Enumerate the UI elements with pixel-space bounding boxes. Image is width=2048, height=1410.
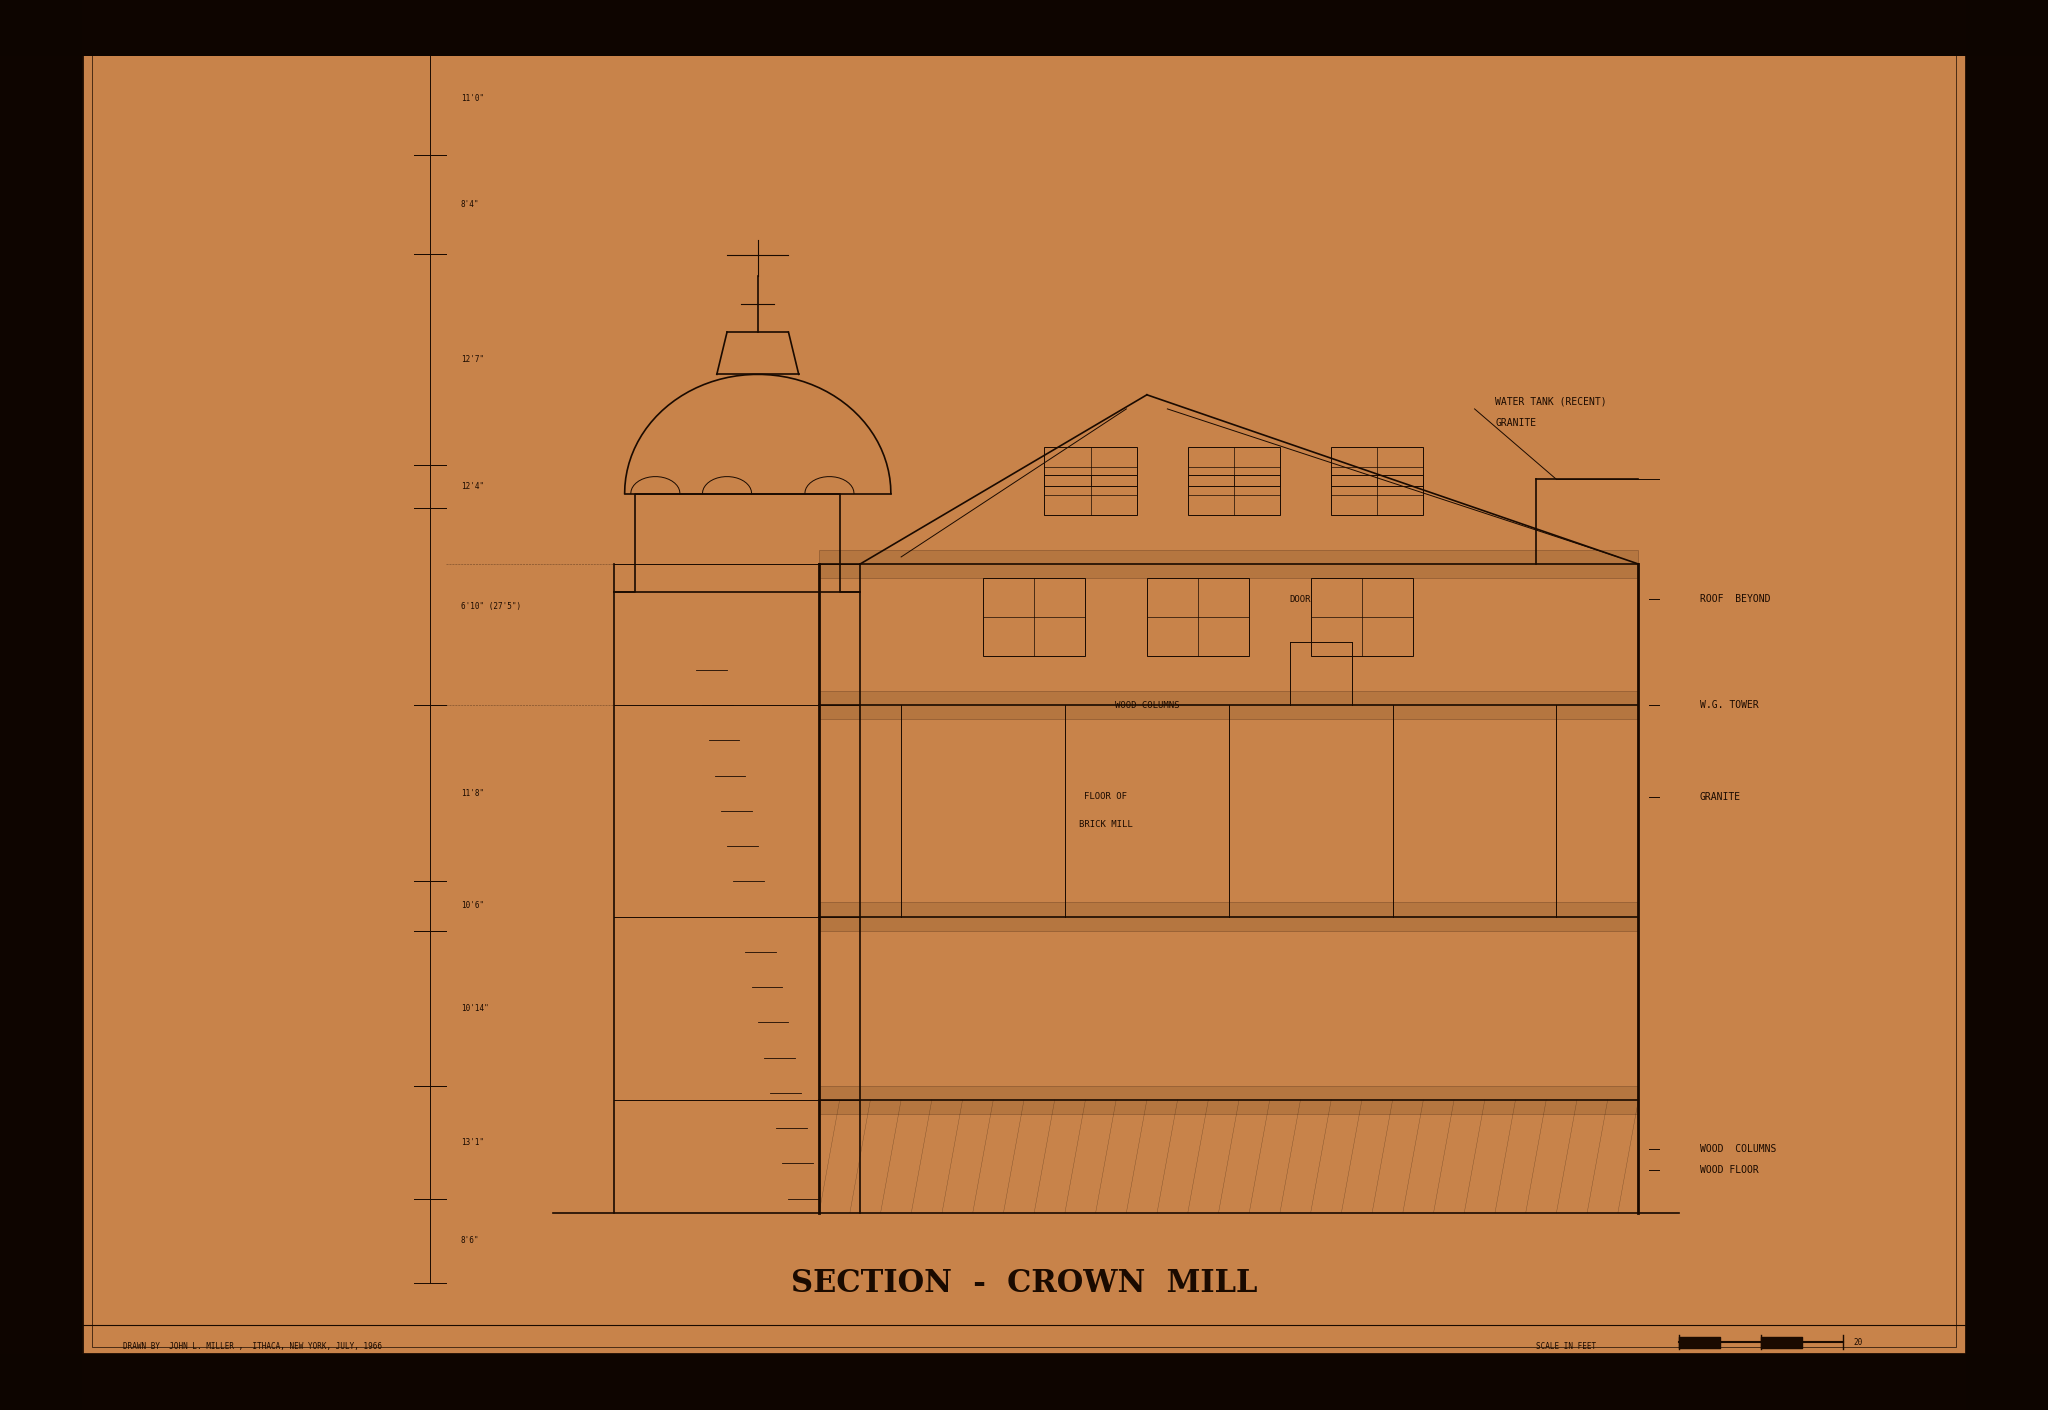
Bar [819, 1086, 1638, 1114]
Text: 11'0": 11'0" [461, 94, 483, 103]
Text: DOOR: DOOR [1290, 595, 1311, 603]
Text: 10'6": 10'6" [461, 901, 483, 911]
Bar [1188, 475, 1280, 515]
Bar [983, 578, 1085, 656]
Bar [1966, 0, 2048, 1410]
Text: ROOF  BEYOND: ROOF BEYOND [1700, 594, 1769, 605]
Bar [819, 550, 1638, 578]
Bar [1311, 578, 1413, 656]
Text: DRAWN BY  JOHN L. MILLER ,  ITHACA, NEW YORK, JULY, 1966: DRAWN BY JOHN L. MILLER , ITHACA, NEW YO… [123, 1342, 381, 1351]
Text: 8'4": 8'4" [461, 200, 479, 209]
Text: FLOOR OF: FLOOR OF [1085, 792, 1126, 801]
Bar [1044, 447, 1137, 486]
Text: SECTION  -  CROWN  MILL: SECTION - CROWN MILL [791, 1268, 1257, 1299]
Text: SCALE IN FEET: SCALE IN FEET [1536, 1342, 1595, 1351]
Text: HISTORIC AMERICAN: HISTORIC AMERICAN [1763, 1366, 1841, 1375]
Text: WOOD  COLUMNS: WOOD COLUMNS [1700, 1144, 1776, 1155]
Bar [819, 902, 1638, 931]
Bar [819, 691, 1638, 719]
Text: GRANITE: GRANITE [1495, 417, 1536, 429]
Text: 11'8": 11'8" [461, 788, 483, 798]
Text: 8'6": 8'6" [461, 1237, 479, 1245]
Text: 12'4": 12'4" [461, 482, 483, 491]
Bar [1331, 447, 1423, 486]
FancyBboxPatch shape [82, 56, 1966, 1354]
Bar [0, 1354, 2048, 1410]
Text: BRICK MILL: BRICK MILL [1079, 821, 1133, 829]
Text: 10'14": 10'14" [461, 1004, 489, 1012]
Text: GRANITE: GRANITE [1700, 791, 1741, 802]
Text: WOOD COLUMNS: WOOD COLUMNS [1114, 701, 1180, 709]
Text: 6'10" (27'5"): 6'10" (27'5") [461, 602, 520, 611]
Text: WATER TANK (RECENT): WATER TANK (RECENT) [1495, 396, 1608, 407]
Bar [1147, 578, 1249, 656]
Bar [1044, 475, 1137, 515]
Text: 13'1": 13'1" [461, 1138, 483, 1146]
Text: 20: 20 [1853, 1338, 1864, 1347]
Text: THE NEW ENGLAND TEXTILE MILL SURVEY !: THE NEW ENGLAND TEXTILE MILL SURVEY ! [123, 1366, 295, 1375]
Bar [1331, 475, 1423, 515]
Bar [0, 0, 82, 1410]
Bar [0, 0, 2048, 56]
Text: 12'7": 12'7" [461, 355, 483, 364]
Text: UXBRIDGE  COTTON  MILLS: UXBRIDGE COTTON MILLS [868, 1366, 975, 1375]
Bar [1188, 447, 1280, 486]
Text: WOOD FLOOR: WOOD FLOOR [1700, 1165, 1759, 1176]
Text: W.G. TOWER: W.G. TOWER [1700, 699, 1759, 711]
